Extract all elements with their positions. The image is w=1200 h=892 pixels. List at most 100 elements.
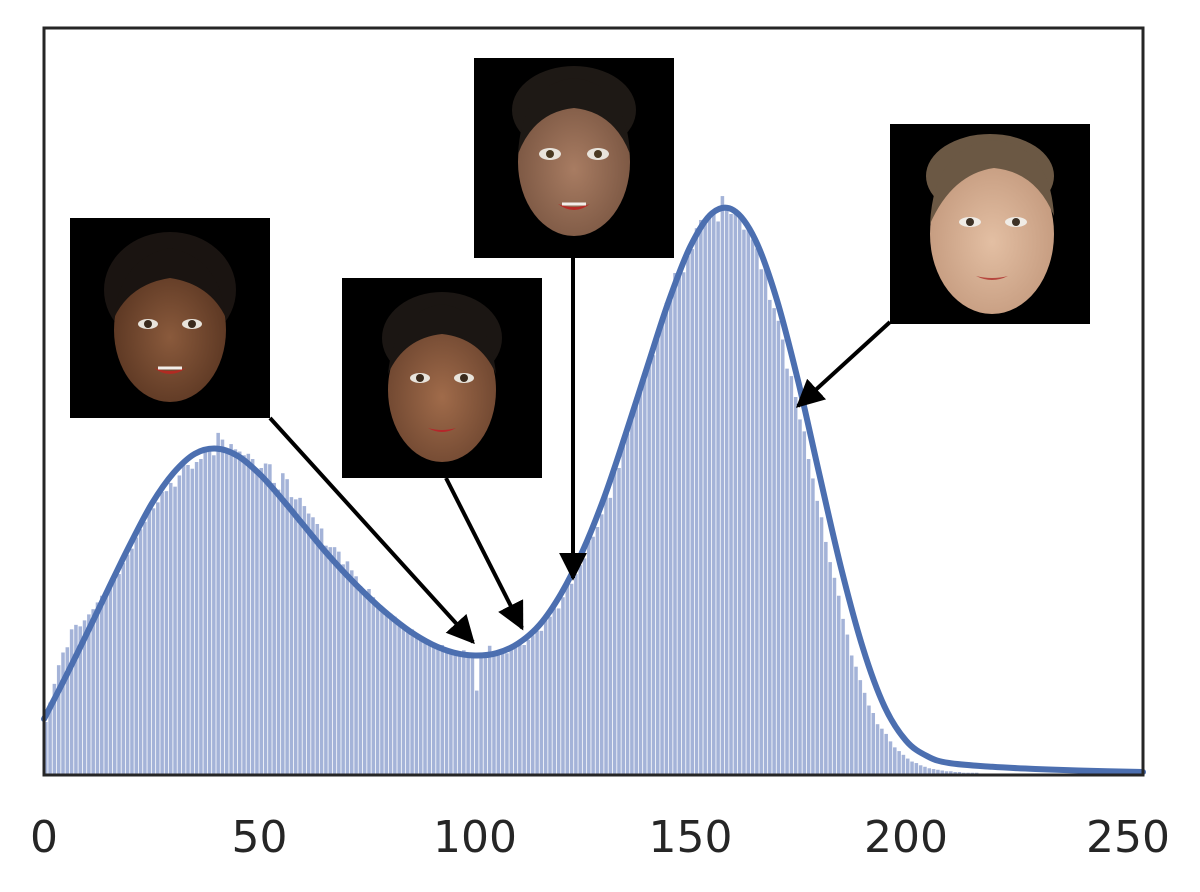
histogram-bar <box>880 728 884 775</box>
histogram-bar <box>763 267 768 775</box>
histogram-bar <box>651 355 656 775</box>
histogram-bar <box>466 654 470 775</box>
histogram-bar <box>78 626 83 775</box>
histogram-bar <box>565 586 570 775</box>
arrow-2 <box>444 477 524 631</box>
histogram-bar <box>496 651 501 775</box>
histogram-bar <box>582 558 587 775</box>
face-image-2 <box>342 278 542 478</box>
histogram-bar <box>630 416 634 775</box>
histogram-bar <box>410 629 414 775</box>
histogram-bar <box>263 463 268 775</box>
histogram-bar <box>82 620 87 775</box>
histogram-bar <box>681 272 686 775</box>
histogram-bar <box>750 239 755 775</box>
histogram-bar <box>625 433 630 775</box>
histogram-bar <box>190 468 195 775</box>
arrow-1 <box>268 416 475 645</box>
histogram-bar <box>61 652 65 775</box>
histogram-bar <box>587 541 591 775</box>
histogram-bar <box>923 766 927 775</box>
histogram-bar <box>479 653 483 775</box>
histogram-bar <box>457 653 462 775</box>
histogram-bar <box>289 497 294 775</box>
histogram-bar <box>944 771 949 775</box>
histogram-bar <box>574 574 578 775</box>
histogram-bar <box>272 482 276 775</box>
histogram-bar <box>259 467 264 775</box>
histogram-bar <box>332 547 337 775</box>
histogram-bar <box>220 439 225 775</box>
histogram-bar <box>349 570 354 775</box>
x-tick-label: 50 <box>231 812 287 863</box>
histogram-bar <box>561 597 565 775</box>
histogram-bar <box>108 586 113 775</box>
histogram-bar <box>604 493 608 775</box>
histogram-bar <box>487 645 492 775</box>
histogram-bar <box>483 655 488 775</box>
histogram-bar <box>802 431 807 775</box>
histogram-bar <box>716 221 720 775</box>
histogram-bar <box>776 320 781 775</box>
histogram-bar <box>569 583 574 775</box>
histogram-bar <box>462 650 466 775</box>
histogram-bar <box>699 219 703 775</box>
histogram-bar <box>207 446 212 775</box>
histogram-bar <box>768 299 772 775</box>
histogram-bar <box>56 665 61 775</box>
histogram-bar <box>599 514 604 775</box>
histogram-bar <box>130 548 134 775</box>
histogram-bar <box>897 751 901 775</box>
histogram-bar <box>362 594 367 775</box>
histogram-bar <box>841 618 845 775</box>
histogram-bar <box>690 249 695 775</box>
histogram-bar <box>242 455 246 775</box>
histogram-bar <box>893 747 897 775</box>
histogram-bar <box>742 229 746 775</box>
histogram-bar <box>423 638 427 775</box>
histogram-bar <box>388 613 393 775</box>
histogram-bar <box>117 574 121 775</box>
histogram-bar <box>931 769 936 775</box>
arrow-4 <box>795 320 892 408</box>
histogram-bar <box>539 630 544 775</box>
histogram-bar <box>250 459 255 775</box>
histogram-bar <box>255 468 259 775</box>
histogram-bar <box>474 690 479 775</box>
histogram-bar <box>548 616 552 775</box>
histogram-bar <box>668 293 673 775</box>
histogram-bar <box>733 210 738 775</box>
histogram-bar <box>531 635 535 775</box>
histogram-bar <box>397 624 401 775</box>
histogram-bar <box>393 616 397 775</box>
histogram-bar <box>901 754 906 775</box>
histogram-bar <box>216 432 220 775</box>
histogram-bar <box>52 683 57 775</box>
histogram-bar <box>229 444 233 775</box>
histogram-bar <box>617 467 621 775</box>
histogram-bar <box>612 465 617 775</box>
histogram-bar <box>785 368 789 775</box>
histogram-bar <box>910 761 914 775</box>
histogram-bar <box>375 603 380 775</box>
histogram-bar <box>673 273 677 775</box>
histogram-bar <box>655 335 660 775</box>
histogram-bar <box>811 478 815 775</box>
histogram-bar <box>100 595 104 775</box>
histogram-bar <box>798 419 802 775</box>
histogram-bar <box>194 462 199 775</box>
histogram-bar <box>87 614 91 775</box>
histogram-bar <box>871 712 876 775</box>
histogram-bar <box>905 758 910 775</box>
histogram-bar <box>543 620 548 775</box>
x-tick-label: 200 <box>864 812 948 863</box>
x-tick-label: 100 <box>433 812 517 863</box>
histogram-bar <box>849 655 854 775</box>
histogram-bar <box>328 547 332 775</box>
histogram-bar <box>225 449 229 775</box>
histogram-bar <box>608 497 613 775</box>
histogram-bar <box>237 451 242 775</box>
histogram-bar <box>156 502 160 775</box>
